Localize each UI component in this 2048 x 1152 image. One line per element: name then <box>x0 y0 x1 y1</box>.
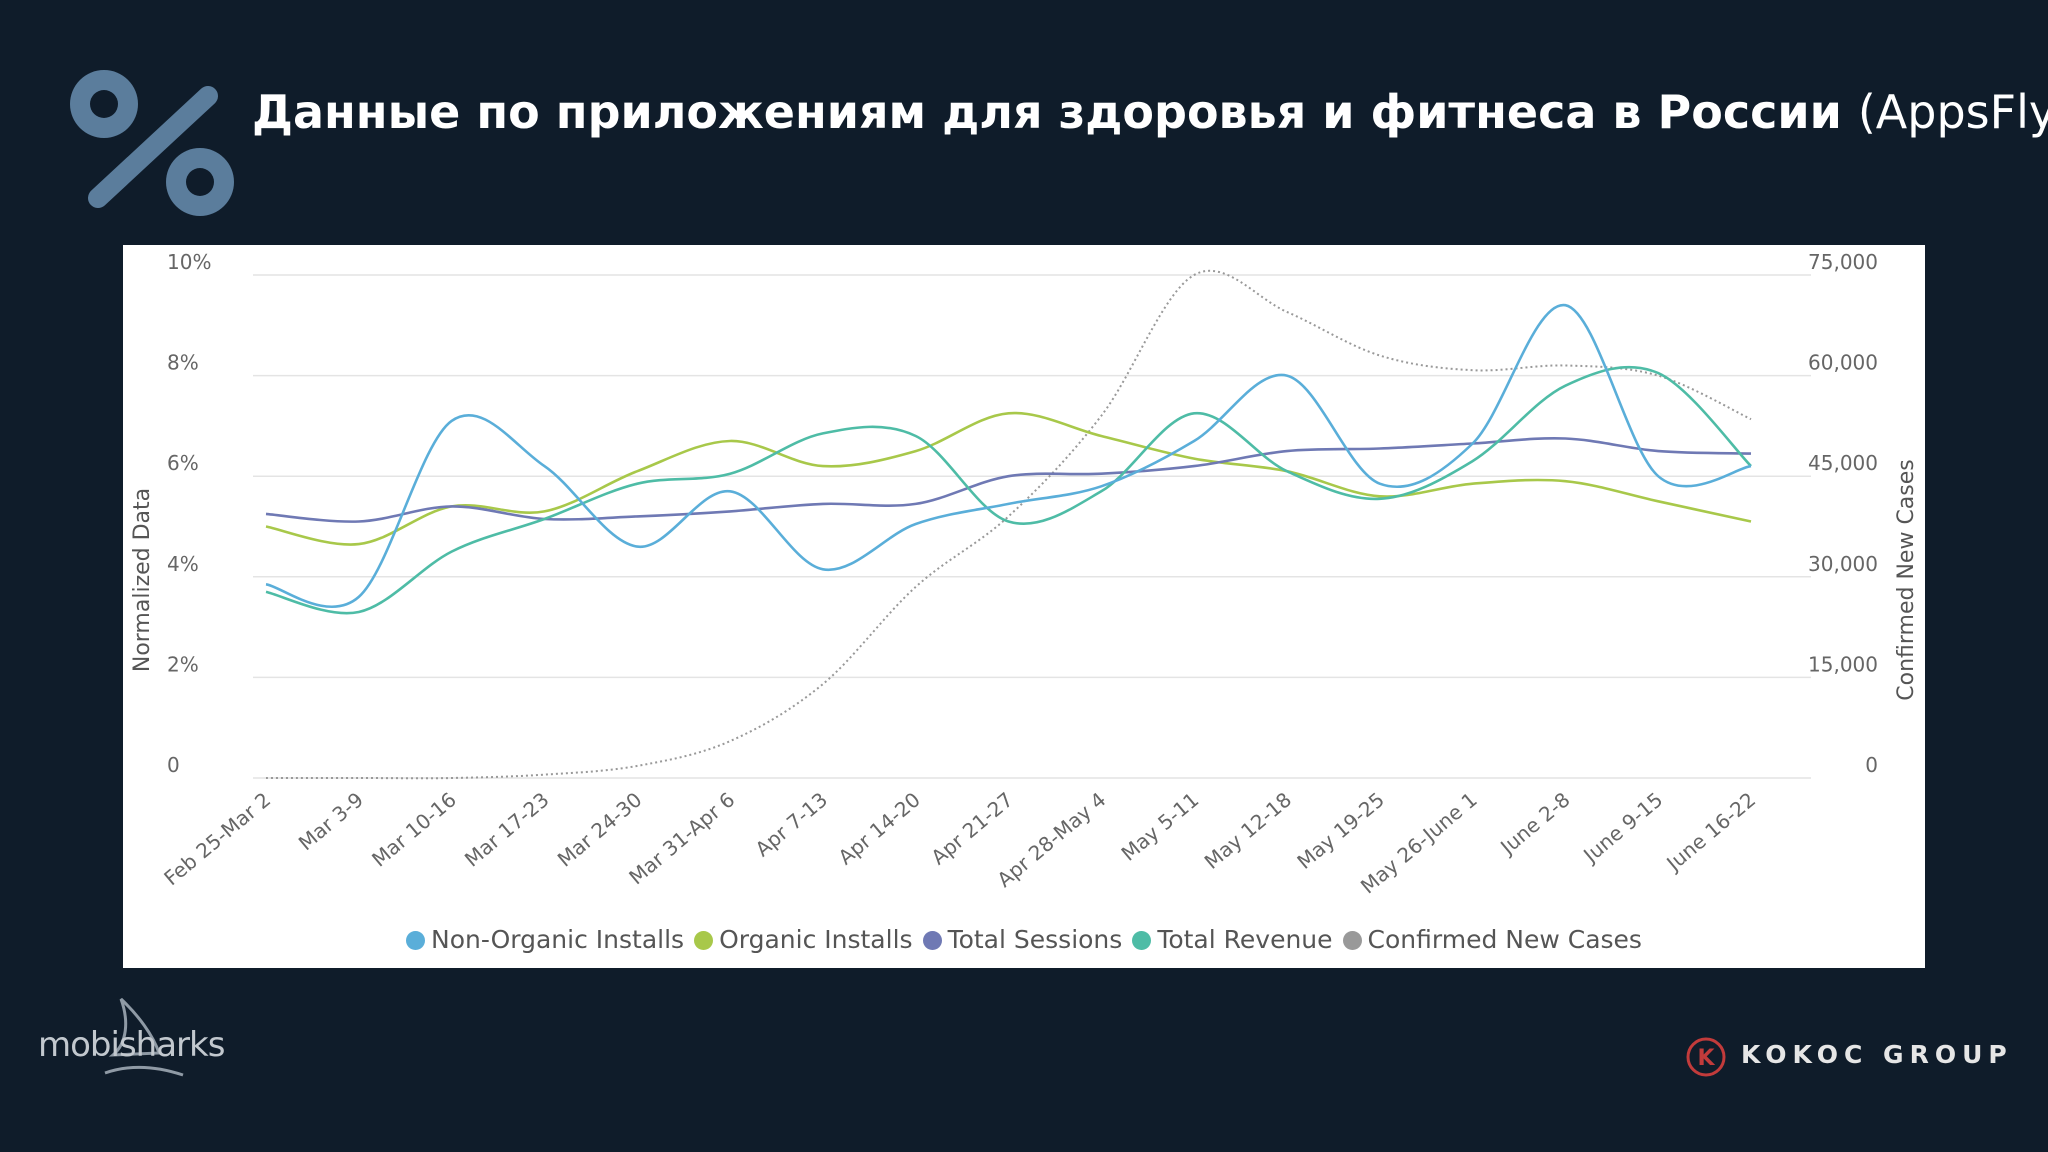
right-tick-label: 15,000 <box>1808 652 1878 676</box>
legend-label: Confirmed New Cases <box>1367 925 1642 954</box>
title-main: Данные по приложениям для здоровья и фит… <box>252 85 1842 139</box>
chart-legend: Non-Organic Installs Organic Installs Tota… <box>123 925 1925 954</box>
legend-dot <box>1132 931 1152 950</box>
right-axis-ticks: 0 15,000 30,000 45,000 60,000 75,000 <box>1808 250 1878 777</box>
kokoc-k-icon: K <box>1686 1037 1726 1077</box>
legend-dot <box>406 931 426 950</box>
right-axis-label: Confirmed New Cases <box>1894 459 1919 700</box>
x-tick-label: Mar 10-16 <box>367 787 461 871</box>
legend-item-confirmed-new-cases: Confirmed New Cases <box>1342 925 1642 954</box>
series-line-total-revenue <box>265 365 1752 615</box>
x-tick-label: May 19-25 <box>1292 787 1388 873</box>
right-tick-label: 0 <box>1865 753 1878 777</box>
x-tick-label: May 5-11 <box>1117 787 1204 865</box>
page-title: Данные по приложениям для здоровья и фит… <box>252 80 2048 144</box>
x-tick-label: Mar 24-30 <box>553 787 647 871</box>
legend-item-total-sessions: Total Sessions <box>922 925 1123 954</box>
series-layer <box>265 269 1752 780</box>
x-tick-label: Apr 21-27 <box>926 787 1017 869</box>
left-tick-label: 10% <box>167 250 211 274</box>
series-line-organic-installs <box>265 411 1752 546</box>
left-axis-ticks: 0 2% 4% 6% 8% 10% <box>167 250 211 777</box>
x-tick-label: May 12-18 <box>1200 787 1296 873</box>
chart-panel: 0 2% 4% 6% 8% 10% 0 15,000 30,000 45,000 60,000 75… <box>123 245 1925 968</box>
x-tick-label: June 16-22 <box>1660 787 1760 876</box>
legend-label: Organic Installs <box>719 925 913 954</box>
right-tick-label: 60,000 <box>1808 351 1878 375</box>
x-tick-label: Mar 3-9 <box>294 787 368 855</box>
percent-icon <box>70 70 234 216</box>
right-tick-label: 75,000 <box>1808 250 1878 274</box>
kokoc-group-text: KOKOC GROUP <box>1741 1040 2013 1069</box>
legend-dot <box>694 931 714 950</box>
series-line-total-sessions <box>265 436 1752 523</box>
x-tick-label: Apr 14-20 <box>834 787 925 869</box>
kokoc-k-letter: K <box>1697 1046 1715 1071</box>
x-tick-label: June 2-8 <box>1494 787 1574 860</box>
legend-label: Non-Organic Installs <box>431 925 685 954</box>
x-tick-label: Mar 17-23 <box>460 787 554 871</box>
x-tick-label: Feb 25-Mar 2 <box>159 787 275 890</box>
mobisharks-logo: mobisharks <box>38 995 238 1085</box>
right-tick-label: 30,000 <box>1808 552 1878 576</box>
left-tick-label: 4% <box>167 552 199 576</box>
legend-dot <box>922 931 942 950</box>
legend-item-total-revenue: Total Revenue <box>1132 925 1333 954</box>
legend-item-non-organic-installs: Non-Organic Installs <box>406 925 684 954</box>
legend-item-organic-installs: Organic Installs <box>694 925 913 954</box>
legend-label: Total Revenue <box>1157 925 1333 954</box>
series-line-non-organic-installs <box>265 303 1752 609</box>
x-tick-label: June 9-15 <box>1577 787 1667 868</box>
right-tick-label: 45,000 <box>1808 451 1878 475</box>
left-tick-label: 2% <box>167 652 199 676</box>
left-axis-label: Normalized Data <box>130 488 155 672</box>
left-tick-label: 0 <box>167 753 180 777</box>
left-tick-label: 8% <box>167 351 199 375</box>
left-tick-label: 6% <box>167 451 199 475</box>
line-chart: 0 2% 4% 6% 8% 10% 0 15,000 30,000 45,000 60,000 75… <box>130 250 1919 898</box>
grid-layer <box>253 274 1811 779</box>
legend-dot <box>1342 931 1362 950</box>
mobisharks-logo-text: mobisharks <box>38 1025 225 1065</box>
x-axis-ticks: Feb 25-Mar 2 Mar 3-9 Mar 10-16 Mar 17-23 Mar… <box>159 787 1760 898</box>
title-source: (AppsFlyer) <box>1857 85 2048 139</box>
legend-label: Total Sessions <box>947 925 1123 954</box>
shark-fin-icon <box>104 997 184 1077</box>
x-tick-label: Apr 7-13 <box>751 787 833 861</box>
series-line-confirmed-new-cases <box>266 269 1752 780</box>
kokoc-group-logo: K KOKOC GROUP <box>1685 1034 2007 1080</box>
